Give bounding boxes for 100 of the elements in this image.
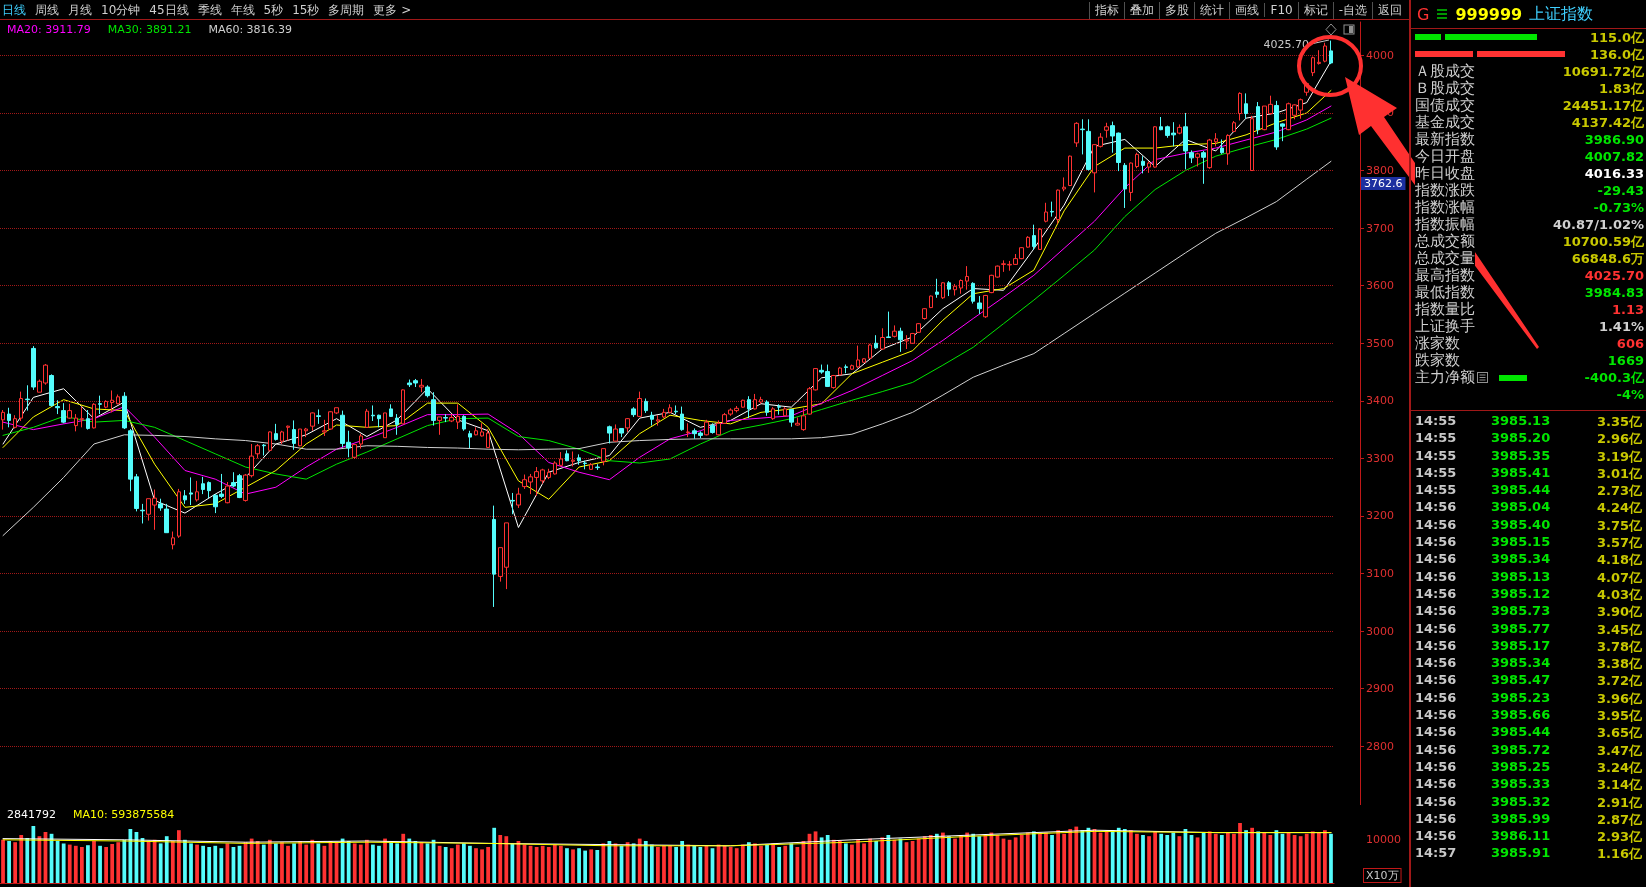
text: 4025.70 <box>1584 268 1644 283</box>
y-tick-label: 3700 <box>1366 221 1394 235</box>
text: 24451.17亿 <box>1562 97 1644 113</box>
y-tick-label: 3500 <box>1366 336 1394 350</box>
text: 统计 <box>1194 1 1230 19</box>
data-label: 3.14亿 <box>1596 776 1642 795</box>
data-label: 3985.44 <box>1491 724 1551 740</box>
category-label: 5秒 <box>263 1 284 19</box>
category-label: 15秒 <box>292 1 320 19</box>
text: F10 <box>1264 3 1298 17</box>
data-label: 4.18亿 <box>1596 551 1642 570</box>
category-label: 14:56 <box>1415 776 1457 792</box>
data-label: 3985.44 <box>1491 482 1551 498</box>
category-label: 14:56 <box>1415 603 1457 619</box>
category-label: 跌家数 <box>1415 351 1460 370</box>
data-label: 3985.72 <box>1491 741 1551 757</box>
data-label: 3.78亿 <box>1596 637 1642 656</box>
text: -4% <box>1616 387 1644 402</box>
category-label: 最新指数 <box>1415 130 1475 149</box>
data-label: 1.16亿 <box>1596 845 1642 864</box>
data-label: 3985.73 <box>1491 603 1551 619</box>
text: 3762.6 <box>1364 177 1403 190</box>
data-label: 4.24亿 <box>1596 499 1642 518</box>
text: -自选 <box>1332 1 1372 19</box>
category-label: 14:56 <box>1415 741 1457 757</box>
text: 40.87/1.02% <box>1553 217 1644 232</box>
category-label: 14:56 <box>1415 672 1457 688</box>
text: MA60: 3816.39 <box>208 22 293 36</box>
data-label: 3.65亿 <box>1596 724 1642 743</box>
data-label: 3.57亿 <box>1596 534 1642 553</box>
data-label: 2.73亿 <box>1596 482 1642 501</box>
category-label: 更多 > <box>373 1 412 19</box>
data-label: 3985.15 <box>1491 534 1551 550</box>
data-label: 3.45亿 <box>1596 620 1642 639</box>
category-label: 今日开盘 <box>1415 147 1475 166</box>
text: 4007.82 <box>1584 149 1644 164</box>
category-label: 45日线 <box>149 1 189 19</box>
category-label: 总成交量 <box>1415 249 1475 268</box>
text: -29.43 <box>1597 183 1644 198</box>
data-label: 3985.23 <box>1491 689 1551 705</box>
category-label: 14:56 <box>1415 707 1457 723</box>
data-label: 3.47亿 <box>1596 741 1642 760</box>
category-label: 上证换手 <box>1415 317 1475 336</box>
category-label: 指数涨幅 <box>1415 198 1475 217</box>
category-label: 14:56 <box>1415 516 1457 532</box>
text: 多股 <box>1159 1 1195 19</box>
data-label: 4.03亿 <box>1596 585 1642 604</box>
text: -0.73% <box>1593 200 1644 215</box>
data-label: 3.24亿 <box>1596 758 1642 777</box>
category-label: 14:56 <box>1415 568 1457 584</box>
text: 画线 <box>1229 1 1265 19</box>
data-label: 3985.40 <box>1491 516 1551 532</box>
category-label: 月线 <box>68 1 92 19</box>
data-label: 3985.13 <box>1491 568 1551 584</box>
category-label: 基金成交 <box>1415 113 1475 132</box>
data-label: 3.19亿 <box>1596 447 1642 466</box>
y-tick-label: 4000 <box>1366 48 1394 62</box>
category-label: 14:56 <box>1415 637 1457 653</box>
category-label: Ａ股成交 <box>1415 62 1475 81</box>
text: 1.41% <box>1598 319 1644 334</box>
data-label: 3985.66 <box>1491 707 1551 723</box>
text: X10万 <box>1366 869 1399 882</box>
text: 999999 <box>1455 4 1523 24</box>
text: -400.3亿 <box>1584 369 1644 385</box>
series-label: 2841792 <box>7 807 56 821</box>
data-label: 3985.32 <box>1491 793 1551 809</box>
data-label: 2.87亿 <box>1596 810 1642 829</box>
category-label: 14:56 <box>1415 793 1457 809</box>
data-label: 3985.13 <box>1491 413 1551 428</box>
text: 叠加 <box>1124 1 1160 19</box>
category-label: 主力净额 <box>1415 368 1475 387</box>
data-label: 2.96亿 <box>1596 430 1642 449</box>
category-label: 14:56 <box>1415 724 1457 740</box>
data-label: 3985.34 <box>1491 655 1551 671</box>
category-label: 年线 <box>230 1 255 19</box>
text: 10000 <box>1366 833 1401 846</box>
data-label: 3985.20 <box>1491 430 1551 446</box>
text: MA30: 3891.21 <box>107 22 192 36</box>
data-label: 3985.12 <box>1491 585 1551 601</box>
text: 136.0亿 <box>1589 46 1644 62</box>
data-label: 3.01亿 <box>1596 464 1642 483</box>
category-label: 14:56 <box>1415 689 1457 705</box>
data-label: 3.96亿 <box>1596 689 1642 708</box>
category-label: 14:56 <box>1415 534 1457 550</box>
data-label: 3985.34 <box>1491 551 1551 567</box>
text: 标记 <box>1297 1 1333 19</box>
category-label: 14:55 <box>1415 464 1457 480</box>
data-label: 3986.11 <box>1491 828 1551 844</box>
text: 3984.83 <box>1584 285 1644 300</box>
category-label: 14:57 <box>1415 845 1457 861</box>
data-label: 4.07亿 <box>1596 568 1642 587</box>
text: 指标 <box>1089 1 1125 19</box>
category-label: 14:56 <box>1415 828 1457 844</box>
category-label: 14:56 <box>1415 758 1457 774</box>
data-label: 3985.25 <box>1491 758 1551 774</box>
text: 10700.59亿 <box>1562 233 1644 249</box>
data-label: 3.72亿 <box>1596 672 1642 691</box>
text: G <box>1417 4 1430 24</box>
y-tick-label: 2900 <box>1366 682 1394 696</box>
data-label: 3985.77 <box>1491 620 1551 636</box>
